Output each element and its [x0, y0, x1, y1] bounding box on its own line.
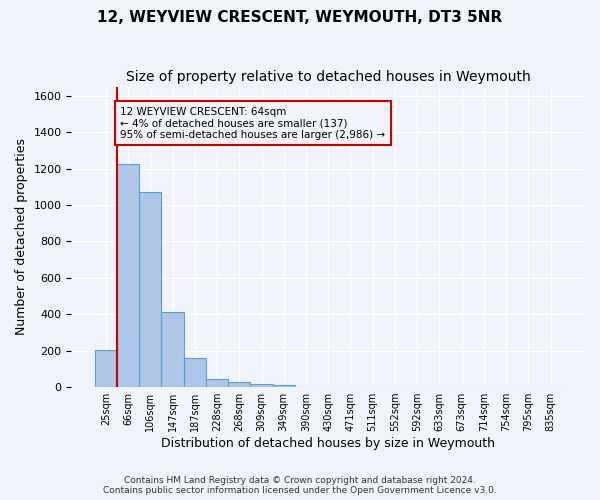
Bar	[117, 164, 139, 387]
Y-axis label: Number of detached properties: Number of detached properties	[15, 138, 28, 336]
Text: 12 WEYVIEW CRESCENT: 64sqm
← 4% of detached houses are smaller (137)
95% of semi: 12 WEYVIEW CRESCENT: 64sqm ← 4% of detac…	[121, 106, 385, 140]
Bar	[250, 384, 272, 387]
X-axis label: Distribution of detached houses by size in Weymouth: Distribution of detached houses by size …	[161, 437, 495, 450]
Title: Size of property relative to detached houses in Weymouth: Size of property relative to detached ho…	[126, 70, 530, 84]
Bar	[184, 358, 206, 387]
Bar	[228, 382, 250, 387]
Text: 12, WEYVIEW CRESCENT, WEYMOUTH, DT3 5NR: 12, WEYVIEW CRESCENT, WEYMOUTH, DT3 5NR	[97, 10, 503, 25]
Bar	[272, 384, 295, 387]
Text: Contains HM Land Registry data © Crown copyright and database right 2024.
Contai: Contains HM Land Registry data © Crown c…	[103, 476, 497, 495]
Bar	[161, 312, 184, 387]
Bar	[95, 350, 117, 387]
Bar	[139, 192, 161, 387]
Bar	[206, 379, 228, 387]
